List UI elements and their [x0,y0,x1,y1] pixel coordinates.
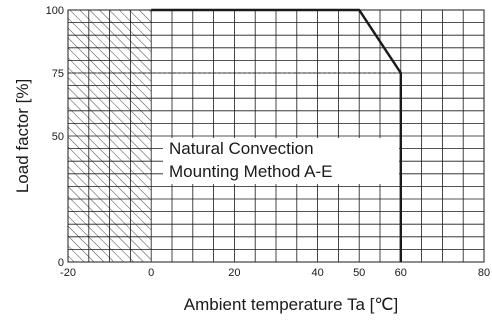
x-tick-label: 50 [353,267,365,279]
annotation-natural-convection: Natural Convection [169,139,314,158]
annotation-background [163,138,399,184]
grid [67,9,485,263]
x-tick-label: 0 [148,267,154,279]
x-tick-label: -20 [60,267,76,279]
y-tick-label: 75 [52,68,64,80]
x-tick-label: 60 [395,267,407,279]
annotation-mounting-method: Mounting Method A-E [169,162,332,181]
derating-curve [151,8,402,262]
x-tick-label: 40 [311,267,323,279]
x-tick-labels: -20 0 20 40 50 60 80 [60,267,490,279]
y-tick-label: 100 [46,5,64,17]
y-tick-labels: 0 50 75 100 [46,5,64,269]
x-tick-label: 80 [478,267,490,279]
y-tick-label: 0 [58,257,64,269]
y-tick-label: 50 [52,131,64,143]
x-tick-label: 20 [228,267,240,279]
y-axis-label: Load factor [%] [13,79,32,193]
x-axis-label: Ambient temperature Ta [℃] [184,295,398,314]
